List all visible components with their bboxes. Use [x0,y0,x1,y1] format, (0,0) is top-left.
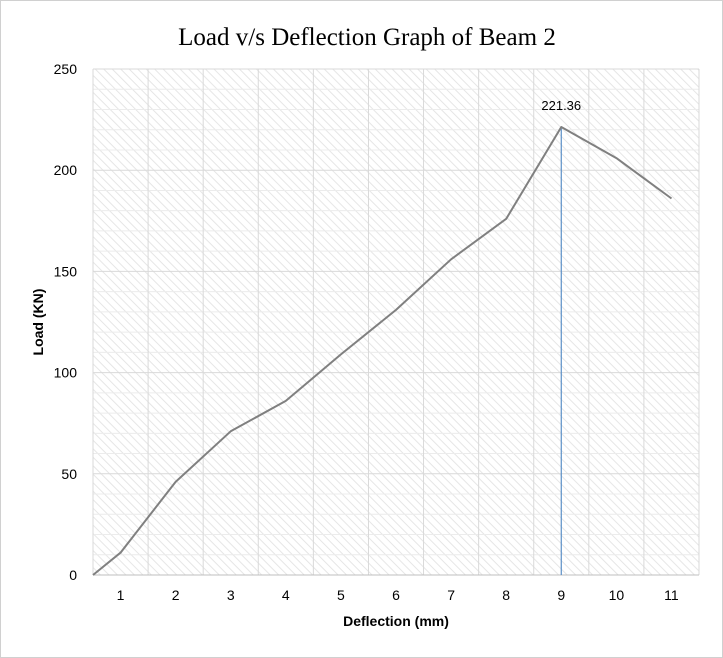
y-tick-label: 0 [69,567,77,583]
x-axis-title: Deflection (mm) [343,613,449,629]
x-tick-label: 11 [664,587,679,603]
grid-lines [92,68,700,576]
x-tick-label: 9 [557,587,565,603]
x-tick-label: 3 [227,587,235,603]
data-marks: 221.36 [92,98,673,576]
chart-title: Load v/s Deflection Graph of Beam 2 [178,24,556,51]
y-tick-label: 200 [54,162,78,178]
x-tick-label: 1 [117,587,125,603]
y-tick-label: 150 [54,263,78,279]
plot-area [93,69,699,575]
x-tick-label: 6 [392,587,400,603]
x-tick-label: 7 [447,587,455,603]
x-tick-label: 8 [502,587,510,603]
x-tick-label: 4 [282,587,290,603]
series-line [92,126,673,576]
tick-labels: 0 50 100 150 200 250 1 2 3 4 5 6 7 8 9 10 11 [54,61,679,603]
x-tick-label: 5 [337,587,345,603]
y-axis-title: Load (KN) [30,289,46,356]
peak-data-label: 221.36 [541,98,581,113]
y-tick-label: 100 [54,365,78,381]
x-tick-label: 2 [172,587,180,603]
x-tick-label: 10 [609,587,625,603]
y-tick-label: 50 [61,466,77,482]
y-tick-label: 250 [54,61,78,77]
